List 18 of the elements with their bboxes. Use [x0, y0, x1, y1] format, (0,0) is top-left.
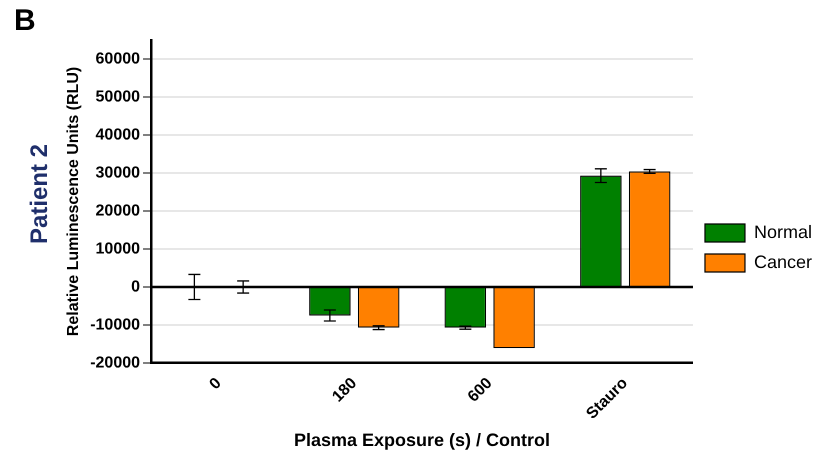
legend-label: Normal [754, 222, 812, 242]
legend-label: Cancer [754, 252, 812, 272]
text: Patient 2 [26, 142, 54, 246]
y-tick-label: 20000 [96, 202, 140, 220]
y-axis-title: Relative Luminescence Units (RLU) [65, 66, 82, 336]
text: B [14, 4, 36, 38]
y-tick-label: 60000 [96, 50, 140, 68]
y-tick-label: 30000 [96, 164, 140, 182]
x-axis-title: Plasma Exposure (s) / Control [294, 430, 550, 450]
x-tick-label: 600 [464, 374, 496, 406]
x-tick-label: 180 [329, 374, 360, 406]
y-tick-label: 50000 [96, 88, 140, 106]
y-tick-label: 0 [131, 278, 140, 296]
y-tick-label: 40000 [96, 126, 140, 144]
x-tick-label: 0 [206, 374, 225, 394]
y-tick-label: -20000 [90, 354, 140, 372]
y-tick-label: -10000 [90, 316, 140, 334]
y-tick-label: 10000 [96, 240, 140, 258]
